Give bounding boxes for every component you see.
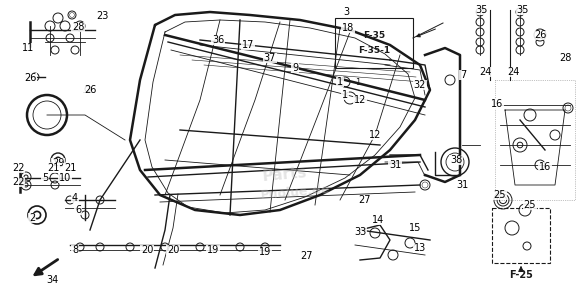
Text: 1: 1 bbox=[342, 90, 348, 100]
Text: 28: 28 bbox=[559, 53, 571, 63]
Text: 3: 3 bbox=[343, 7, 349, 17]
Text: 38: 38 bbox=[450, 155, 462, 165]
Text: 2: 2 bbox=[29, 213, 35, 223]
Text: 18: 18 bbox=[342, 23, 354, 33]
Text: 24: 24 bbox=[507, 67, 519, 77]
Text: 15: 15 bbox=[409, 223, 421, 233]
Text: 12: 12 bbox=[354, 95, 366, 105]
Bar bbox=[335, 18, 413, 68]
Text: 37: 37 bbox=[264, 53, 276, 63]
Text: F-35: F-35 bbox=[363, 30, 385, 39]
Text: 26: 26 bbox=[84, 85, 96, 95]
Text: 12: 12 bbox=[369, 130, 381, 140]
Text: 26: 26 bbox=[24, 73, 36, 83]
Text: 5: 5 bbox=[42, 173, 48, 183]
Text: 17: 17 bbox=[242, 40, 254, 50]
Text: 16: 16 bbox=[539, 162, 551, 172]
Text: 1: 1 bbox=[355, 78, 360, 86]
Text: 19: 19 bbox=[207, 245, 219, 255]
Text: 35: 35 bbox=[517, 5, 529, 15]
Text: 25: 25 bbox=[494, 190, 506, 200]
Text: 28: 28 bbox=[72, 22, 84, 32]
Text: 26: 26 bbox=[534, 30, 546, 40]
Text: 13: 13 bbox=[414, 243, 426, 253]
Text: 23: 23 bbox=[96, 11, 108, 21]
Text: 32: 32 bbox=[414, 80, 426, 90]
Text: Parts: Parts bbox=[262, 165, 308, 184]
Text: F-35-1: F-35-1 bbox=[358, 46, 390, 54]
Bar bbox=[492, 208, 550, 263]
Text: 22: 22 bbox=[12, 163, 24, 173]
Text: 31: 31 bbox=[389, 160, 401, 170]
Text: 20: 20 bbox=[167, 245, 179, 255]
Text: 19: 19 bbox=[259, 247, 271, 257]
Text: F-25: F-25 bbox=[509, 270, 533, 280]
Text: 9: 9 bbox=[292, 63, 298, 73]
Text: 8: 8 bbox=[72, 245, 78, 255]
Text: 20: 20 bbox=[141, 245, 153, 255]
Text: 1: 1 bbox=[337, 77, 343, 87]
Text: Puolue.de: Puolue.de bbox=[260, 182, 331, 202]
Text: 31: 31 bbox=[456, 180, 468, 190]
Text: 22: 22 bbox=[12, 177, 24, 187]
Text: 11: 11 bbox=[22, 43, 34, 53]
Text: 21: 21 bbox=[64, 163, 76, 173]
Text: 34: 34 bbox=[46, 275, 58, 285]
Text: 14: 14 bbox=[372, 215, 384, 225]
Text: 21: 21 bbox=[47, 163, 59, 173]
Text: 27: 27 bbox=[359, 195, 371, 205]
Text: 24: 24 bbox=[479, 67, 491, 77]
Text: 27: 27 bbox=[301, 251, 313, 261]
Text: 6: 6 bbox=[75, 205, 81, 215]
Text: 4: 4 bbox=[72, 193, 78, 203]
Text: 26: 26 bbox=[24, 73, 36, 83]
Text: 25: 25 bbox=[524, 200, 536, 210]
Text: 29: 29 bbox=[52, 158, 64, 168]
Text: 35: 35 bbox=[476, 5, 488, 15]
Text: 10: 10 bbox=[59, 173, 71, 183]
Text: 36: 36 bbox=[212, 35, 224, 45]
Text: 7: 7 bbox=[460, 70, 466, 80]
Text: 33: 33 bbox=[354, 227, 366, 237]
Bar bbox=[495, 80, 575, 200]
Text: 16: 16 bbox=[491, 99, 503, 109]
